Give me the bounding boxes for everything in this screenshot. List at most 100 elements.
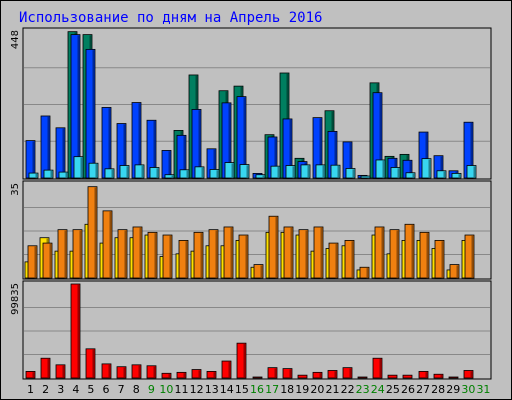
bar-shadow xyxy=(198,110,201,178)
bar-shadow xyxy=(139,227,142,278)
bar-traffic-s0-day-13 xyxy=(206,371,217,379)
bar-usage-s2-day-30 xyxy=(466,165,477,179)
bar-ratio-s1-day-7 xyxy=(117,229,128,279)
bar-shadow xyxy=(409,161,412,178)
bar-ratio-s1-day-19 xyxy=(298,229,309,279)
bar-traffic-s0-day-15 xyxy=(236,342,247,379)
bar-ratio-s1-day-6 xyxy=(102,210,113,279)
y-max-label: 35 xyxy=(10,183,21,196)
bar-shadow xyxy=(47,359,50,378)
x-tick-day-17: 17 xyxy=(265,383,279,396)
bar-shadow xyxy=(154,233,157,278)
bar-traffic-s0-day-17 xyxy=(267,367,278,379)
bar-usage-s2-day-4 xyxy=(73,156,84,179)
bar-shadow xyxy=(47,116,50,178)
bar-shadow xyxy=(228,103,231,178)
bar-traffic-s0-day-22 xyxy=(342,367,353,379)
bar-traffic-s0-day-28 xyxy=(433,373,444,379)
x-tick-day-28: 28 xyxy=(431,383,445,396)
bar-ratio-s1-day-27 xyxy=(419,231,430,279)
bar-shadow xyxy=(262,175,265,178)
bar-shadow xyxy=(243,97,246,178)
bar-traffic-s0-day-7 xyxy=(116,366,127,379)
bar-shadow xyxy=(80,157,83,178)
bar-usage-s2-day-19 xyxy=(300,164,311,179)
bar-traffic-s0-day-2 xyxy=(40,357,51,379)
chart-title: Использование по дням на Апрель 2016 xyxy=(19,10,322,26)
bar-shadow xyxy=(426,233,429,278)
bar-shadow xyxy=(64,230,67,278)
bar-shadow xyxy=(213,372,216,378)
bar-shadow xyxy=(230,227,233,278)
x-tick-day-9: 9 xyxy=(148,383,155,396)
bar-usage-s2-day-5 xyxy=(88,162,99,179)
bar-shadow xyxy=(307,165,310,178)
bar-shadow xyxy=(441,241,444,278)
bar-shadow xyxy=(349,142,352,178)
bar-shadow xyxy=(245,235,248,278)
bar-traffic-s0-day-26 xyxy=(402,374,413,379)
bar-shadow xyxy=(34,246,37,278)
bar-traffic-s0-day-5 xyxy=(85,348,96,379)
x-tick-day-1: 1 xyxy=(27,383,34,396)
bar-shadow xyxy=(200,233,203,278)
bar-traffic-s0-day-4 xyxy=(70,283,81,379)
bar-shadow xyxy=(470,371,473,378)
bar-traffic-s0-day-18 xyxy=(282,368,293,379)
bar-ratio-s1-day-2 xyxy=(42,242,53,279)
bar-shadow xyxy=(334,132,337,178)
bar-traffic-s0-day-1 xyxy=(25,371,36,379)
bar-shadow xyxy=(243,343,246,378)
x-tick-day-24: 24 xyxy=(371,383,385,396)
bar-shadow xyxy=(186,170,189,178)
bar-usage-s2-day-26 xyxy=(405,172,416,179)
bar-shadow xyxy=(290,227,293,278)
bar-shadow xyxy=(382,160,385,178)
bar-usage-s2-day-29 xyxy=(451,173,462,179)
bar-shadow xyxy=(289,119,292,178)
x-tick-day-30: 30 xyxy=(461,383,475,396)
bar-ratio-s1-day-22 xyxy=(344,239,355,279)
bar-ratio-s1-day-18 xyxy=(283,226,294,279)
bar-ratio-s1-day-3 xyxy=(57,229,68,279)
bar-ratio-s1-day-9 xyxy=(147,231,158,279)
x-tick-day-4: 4 xyxy=(72,383,79,396)
bar-shadow xyxy=(92,349,95,378)
bar-traffic-s0-day-24 xyxy=(372,357,383,379)
bar-shadow xyxy=(92,50,95,178)
bar-ratio-s1-day-13 xyxy=(208,229,219,279)
bar-traffic-s0-day-19 xyxy=(297,374,308,379)
bar-usage-s2-day-6 xyxy=(104,168,115,179)
bar-usage-s2-day-10 xyxy=(164,174,175,179)
x-tick-day-11: 11 xyxy=(175,383,189,396)
bar-shadow xyxy=(123,124,126,178)
x-tick-day-6: 6 xyxy=(103,383,110,396)
bar-shadow xyxy=(428,159,431,178)
bar-shadow xyxy=(425,372,428,378)
bar-shadow xyxy=(305,230,308,278)
bar-traffic-s0-day-16 xyxy=(252,376,263,379)
bar-usage-s2-day-20 xyxy=(315,164,326,179)
bar-shadow xyxy=(351,241,354,278)
y-max-label: 99835 xyxy=(10,283,21,315)
x-tick-day-19: 19 xyxy=(295,383,309,396)
bar-shadow xyxy=(126,166,129,178)
x-tick-day-13: 13 xyxy=(205,383,219,396)
bar-shadow xyxy=(366,268,369,278)
bar-usage-s2-day-8 xyxy=(134,164,145,179)
bar-ratio-s1-day-30 xyxy=(464,234,475,279)
bar-shadow xyxy=(108,108,111,178)
bar-shadow xyxy=(65,172,68,178)
bar-shadow xyxy=(35,173,38,178)
bar-shadow xyxy=(412,173,415,178)
panel-ratio: 35 xyxy=(10,180,492,280)
bar-usage-s2-day-7 xyxy=(119,165,130,179)
x-tick-day-10: 10 xyxy=(159,383,173,396)
bar-shadow xyxy=(77,35,80,178)
bar-shadow xyxy=(32,141,35,178)
bar-shadow xyxy=(260,265,263,278)
y-max-label: 448 xyxy=(10,30,21,49)
x-tick-day-5: 5 xyxy=(87,383,94,396)
x-tick-day-12: 12 xyxy=(190,383,204,396)
